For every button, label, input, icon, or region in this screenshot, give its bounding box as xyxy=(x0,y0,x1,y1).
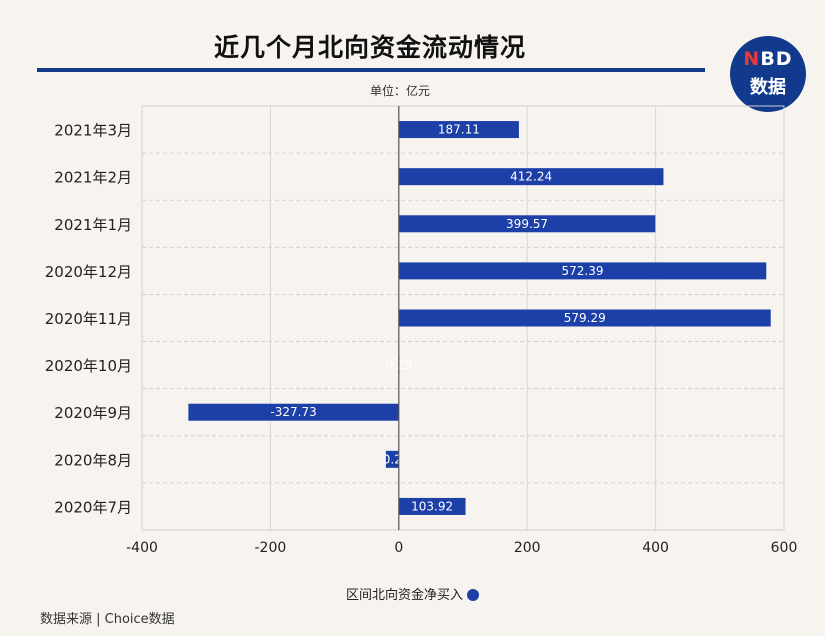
legend-label: 区间北向资金净买入 xyxy=(345,588,463,603)
x-tick-label: 0 xyxy=(394,540,403,556)
category-label: 2021年3月 xyxy=(54,122,132,140)
category-label: 2021年2月 xyxy=(54,169,132,187)
chart-title: 近几个月北向资金流动情况 xyxy=(213,33,526,62)
bar-chart: 187.11 2021年3月 412.24 2021年2月 399.57 2021年1月 5… xyxy=(45,105,798,556)
bar-value-label: 412.24 xyxy=(510,170,552,184)
x-tick-label: 400 xyxy=(642,540,669,556)
bar xyxy=(385,450,399,468)
bar xyxy=(188,403,399,421)
bar xyxy=(398,215,656,233)
x-tick-label: -400 xyxy=(126,540,158,556)
bar-value-label: 579.29 xyxy=(564,311,606,325)
x-tick-label: 200 xyxy=(514,540,541,556)
category-label: 2020年12月 xyxy=(45,263,132,281)
legend-swatch xyxy=(467,589,479,601)
bar-value-label: 572.39 xyxy=(562,264,604,278)
category-label: 2021年1月 xyxy=(54,216,132,234)
plot-frame xyxy=(141,105,785,531)
category-label: 2020年10月 xyxy=(45,357,132,375)
logo-top-text: NBD xyxy=(743,48,793,70)
category-label: 2020年9月 xyxy=(54,404,132,422)
bar-value-label: 0.2 xyxy=(383,452,402,466)
nbd-logo: NBD 数据 xyxy=(730,36,806,112)
x-tick-label: 600 xyxy=(771,540,798,556)
category-label: 2020年8月 xyxy=(54,451,132,469)
legend: 区间北向资金净买入 xyxy=(0,584,825,603)
bar-value-label: -327.73 xyxy=(270,405,316,419)
bar xyxy=(398,168,664,186)
logo-bottom-text: 数据 xyxy=(750,77,786,98)
bar xyxy=(398,309,771,327)
bar xyxy=(398,497,466,515)
category-label: 2020年7月 xyxy=(54,498,132,516)
bar-value-label: 399.57 xyxy=(506,217,548,231)
bar-value-label: 103.92 xyxy=(411,499,453,513)
bar xyxy=(398,121,519,139)
unit-label: 单位：亿元 xyxy=(369,84,430,98)
x-tick-label: -200 xyxy=(255,540,287,556)
category-label: 2020年11月 xyxy=(45,310,132,328)
title-underline xyxy=(37,68,705,72)
source-note: 数据来源 | Choice数据 xyxy=(40,612,175,627)
bar xyxy=(398,262,767,280)
bar-value-label: 187.11 xyxy=(438,123,480,137)
